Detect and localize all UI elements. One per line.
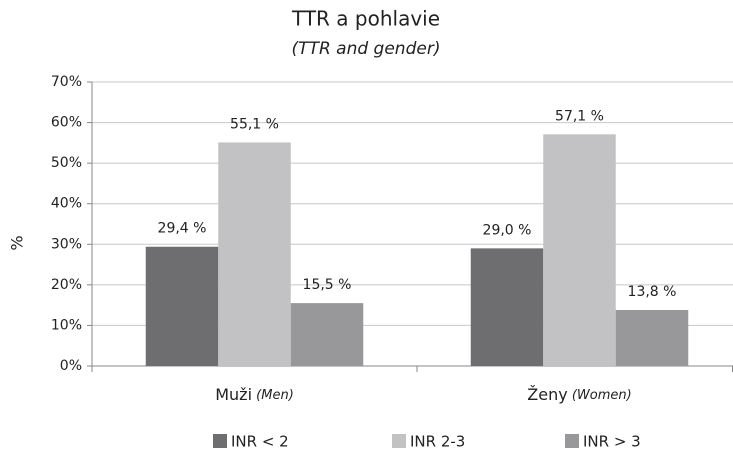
x-tick-label: Muži (Men): [215, 385, 294, 404]
chart-subtitle: (TTR and gender): [292, 39, 441, 59]
chart-title: TTR a pohlavie: [291, 7, 440, 31]
value-label: 29,0 %: [483, 222, 532, 238]
value-label: 13,8 %: [628, 284, 677, 300]
legend-swatch: [213, 434, 227, 448]
y-axis-label: %: [8, 235, 27, 250]
y-tick-label: 20%: [51, 277, 82, 293]
y-tick-label: 0%: [60, 358, 82, 374]
y-tick-label: 30%: [51, 236, 82, 252]
value-label: 57,1 %: [555, 108, 604, 124]
value-label: 15,5 %: [303, 277, 352, 293]
x-tick-label: Ženy (Women): [527, 385, 631, 404]
y-tick-label: 10%: [51, 317, 82, 333]
legend-swatch: [565, 434, 579, 448]
y-tick-label: 50%: [51, 155, 82, 171]
bar: [218, 142, 291, 366]
value-label: 29,4 %: [158, 221, 207, 237]
legend-label: INR 2-3: [410, 433, 465, 451]
value-label: 55,1 %: [230, 116, 279, 132]
bar: [145, 246, 219, 366]
y-tick-label: 60%: [51, 115, 82, 131]
bar: [470, 248, 544, 366]
bar: [615, 310, 689, 366]
y-tick-label: 70%: [51, 74, 82, 90]
bar: [543, 134, 616, 366]
y-tick-label: 40%: [51, 196, 82, 212]
legend-swatch: [392, 434, 406, 448]
legend-label: INR > 3: [583, 433, 641, 451]
bar: [290, 303, 364, 366]
legend-label: INR < 2: [231, 433, 289, 451]
